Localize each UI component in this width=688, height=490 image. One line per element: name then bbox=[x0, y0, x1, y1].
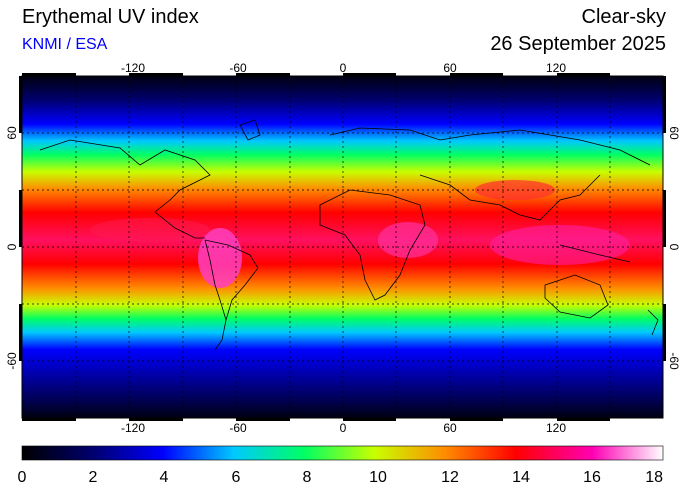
colorbar-tick: 10 bbox=[369, 469, 387, 486]
lon-tick-top: -120 bbox=[121, 61, 145, 75]
data-source-label: KNMI / ESA bbox=[22, 36, 108, 53]
lon-tick-bottom: 0 bbox=[340, 421, 347, 435]
sky-condition-label: Clear-sky bbox=[581, 6, 666, 28]
lon-tick-top: -60 bbox=[229, 61, 247, 75]
lon-tick-bottom: -120 bbox=[121, 421, 145, 435]
map-title: Erythemal UV index bbox=[22, 6, 199, 28]
colorbar-tick: 8 bbox=[303, 469, 312, 486]
lon-tick-bottom: 120 bbox=[546, 421, 566, 435]
lon-tick-bottom: 60 bbox=[443, 421, 457, 435]
lat-tick-right: 0 bbox=[667, 244, 681, 251]
colorbar-tick: 4 bbox=[160, 469, 169, 486]
lat-tick-left: 60 bbox=[5, 126, 19, 140]
lat-tick-left: -60 bbox=[5, 352, 19, 370]
colorbar-tick: 16 bbox=[583, 469, 601, 486]
colorbar-tick: 2 bbox=[89, 469, 98, 486]
colorbar bbox=[21, 445, 664, 461]
map-border-scale bbox=[19, 73, 666, 421]
lat-tick-left: 0 bbox=[5, 243, 19, 250]
date-label: 26 September 2025 bbox=[490, 33, 666, 55]
lon-tick-top: 0 bbox=[340, 61, 347, 75]
lon-tick-top: 120 bbox=[546, 61, 566, 75]
colorbar-tick: 0 bbox=[18, 469, 27, 486]
colorbar-tick: 18 bbox=[645, 469, 663, 486]
lon-tick-top: 60 bbox=[443, 61, 457, 75]
lon-tick-bottom: -60 bbox=[229, 421, 247, 435]
lat-tick-right: -60 bbox=[667, 352, 681, 370]
colorbar-tick: 14 bbox=[512, 469, 530, 486]
colorbar-tick: 12 bbox=[441, 469, 459, 486]
colorbar-tick: 6 bbox=[232, 469, 241, 486]
coastlines bbox=[39, 119, 659, 351]
gridlines bbox=[22, 76, 663, 418]
lat-tick-right: 60 bbox=[667, 126, 681, 140]
